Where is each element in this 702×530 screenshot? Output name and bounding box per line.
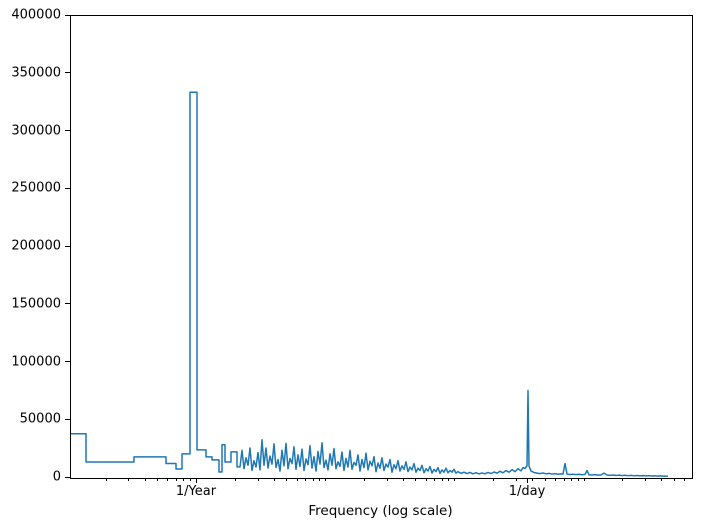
x-minor-tick bbox=[128, 478, 130, 481]
x-minor-tick bbox=[544, 478, 546, 481]
x-minor-tick bbox=[532, 478, 534, 481]
y-tick bbox=[65, 245, 70, 247]
x-minor-tick bbox=[386, 478, 388, 481]
x-minor-tick bbox=[577, 478, 579, 481]
spectrum-polyline bbox=[71, 91, 669, 478]
y-tick-label: 50000 bbox=[19, 411, 61, 427]
x-minor-tick bbox=[273, 478, 275, 481]
x-minor-tick bbox=[157, 478, 159, 481]
x-major-tick bbox=[196, 478, 197, 483]
x-minor-tick bbox=[434, 478, 436, 481]
x-minor-tick bbox=[144, 478, 146, 481]
x-minor-tick bbox=[554, 478, 556, 481]
x-minor-tick bbox=[364, 478, 366, 481]
x-minor-tick bbox=[673, 478, 675, 481]
x-minor-tick bbox=[454, 478, 456, 481]
x-minor-tick bbox=[661, 478, 663, 481]
x-minor-tick bbox=[105, 478, 107, 481]
y-tick-label: 150000 bbox=[11, 296, 61, 312]
plot-area bbox=[70, 15, 693, 479]
y-tick-label: 300000 bbox=[11, 123, 61, 138]
x-minor-tick bbox=[441, 478, 443, 481]
x-tick-label: 1/Year bbox=[175, 484, 217, 499]
x-minor-tick bbox=[183, 478, 185, 481]
x-minor-tick bbox=[296, 478, 298, 481]
y-tick bbox=[65, 476, 70, 478]
x-tick-label: 1/day bbox=[508, 484, 546, 499]
x-minor-tick bbox=[167, 478, 169, 481]
x-minor-tick bbox=[190, 478, 192, 481]
y-tick bbox=[65, 418, 70, 420]
spectrum-line-svg bbox=[71, 91, 669, 478]
x-minor-tick bbox=[319, 478, 321, 481]
y-tick-label: 0 bbox=[52, 469, 61, 485]
y-tick bbox=[65, 14, 70, 16]
y-tick bbox=[65, 72, 70, 74]
x-major-tick bbox=[527, 478, 528, 483]
x-minor-tick bbox=[515, 478, 517, 481]
y-tick-label: 400000 bbox=[11, 7, 61, 23]
y-tick bbox=[65, 361, 70, 362]
y-tick-label: 350000 bbox=[11, 65, 61, 81]
x-minor-tick bbox=[325, 478, 327, 481]
x-minor-tick bbox=[257, 478, 259, 481]
y-tick-label: 250000 bbox=[11, 180, 61, 196]
x-minor-tick bbox=[570, 478, 572, 481]
x-minor-tick bbox=[286, 478, 288, 481]
x-minor-tick bbox=[583, 478, 585, 481]
y-tick-label: 100000 bbox=[11, 354, 61, 369]
x-minor-tick bbox=[305, 478, 307, 481]
x-minor-tick bbox=[415, 478, 417, 481]
y-tick bbox=[65, 303, 70, 305]
x-minor-tick bbox=[425, 478, 427, 481]
y-tick bbox=[65, 130, 70, 131]
x-minor-tick bbox=[493, 478, 495, 481]
x-minor-tick bbox=[175, 478, 177, 481]
x-minor-tick bbox=[402, 478, 404, 481]
x-minor-tick bbox=[645, 478, 647, 481]
x-axis-label: Frequency (log scale) bbox=[308, 503, 453, 519]
x-minor-tick bbox=[622, 478, 624, 481]
x-minor-tick bbox=[312, 478, 314, 481]
x-minor-tick bbox=[563, 478, 565, 481]
x-minor-tick bbox=[684, 478, 686, 481]
x-minor-tick bbox=[234, 478, 236, 481]
y-tick-label: 200000 bbox=[11, 238, 61, 254]
y-tick bbox=[65, 187, 70, 189]
x-minor-tick bbox=[448, 478, 450, 481]
